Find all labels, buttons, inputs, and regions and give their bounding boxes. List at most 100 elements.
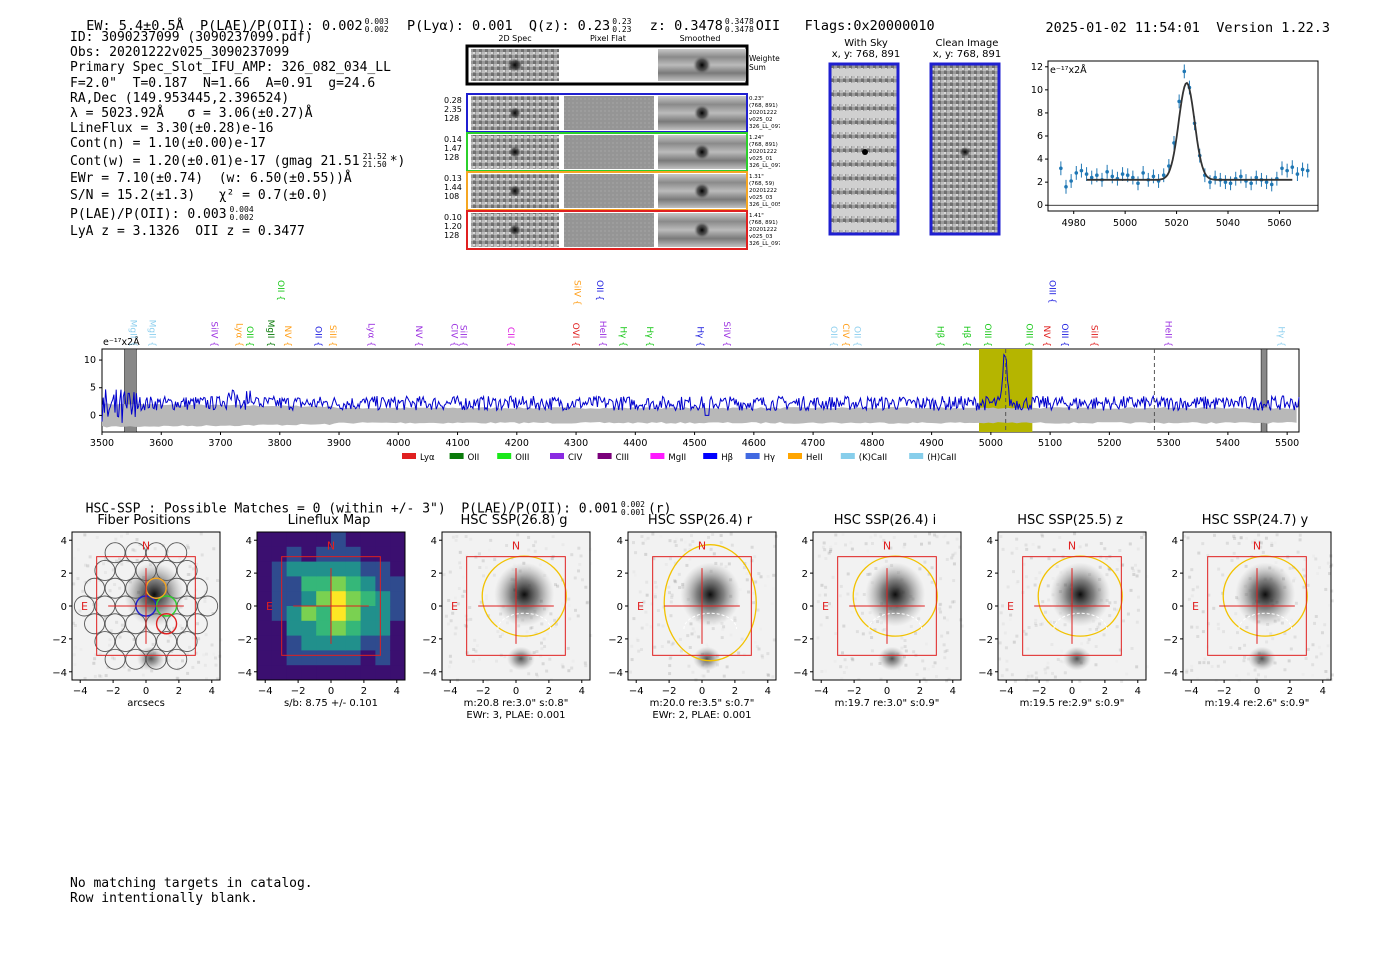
hsc-noise-pixel [927, 541, 931, 545]
hsc-noise-pixel [1229, 646, 1233, 650]
hsc-noise-pixel [725, 665, 729, 669]
flux-map-cell [286, 606, 302, 622]
hsc-noise-pixel [654, 585, 658, 589]
hsc-panel-svg: N E −4 −2 0 2 4 m:19.5 re:2.9" s:0.9" [997, 531, 1147, 709]
hsc-noise-pixel [711, 533, 715, 537]
hsc-noise-pixel [570, 553, 574, 557]
spectrum-line-label: CIV { [840, 323, 850, 347]
hsc-noise-pixel [1313, 621, 1317, 625]
hsc-noise-pixel [729, 633, 732, 636]
hsc-noise-pixel [942, 616, 946, 620]
hsc-noise-pixel [834, 660, 837, 663]
flux-map-cell [316, 546, 332, 563]
hsc-yaxis: 4 2 0 −2 −4 [1163, 536, 1183, 679]
hsc-noise-pixel [876, 620, 880, 624]
with-sky-coords: x, y: 768, 891 [831, 49, 901, 60]
spectrum-line-label: NV { [1041, 326, 1051, 347]
hsc-noise-pixel [824, 670, 827, 673]
linefit-data-point [1110, 174, 1115, 179]
flux-map-cell [271, 665, 288, 681]
linefit-xtick-label: 5060 [1267, 218, 1291, 229]
hsc-noise-pixel [636, 637, 639, 640]
hsc-panel-title: HSC SSP(26.4) i [833, 513, 937, 528]
hsc-noise-pixel [938, 607, 942, 611]
legend-swatch [745, 453, 760, 459]
hsc-noise-pixel [1186, 536, 1190, 540]
target-box [837, 556, 937, 656]
fiber-circle [176, 631, 198, 652]
hsc-noise-pixel [1122, 619, 1126, 623]
hsc-noise-pixel [584, 585, 588, 589]
hsc-noise-pixel [772, 587, 775, 590]
weighted-source [507, 58, 523, 72]
hsc-noise-pixel [561, 602, 564, 605]
hsc-noise-pixel [753, 555, 757, 559]
hsc-noise-pixel [903, 542, 907, 546]
hsc-noise-pixel [153, 547, 157, 551]
hsc-xtick-label: 0 [143, 686, 149, 697]
hsc-noise-pixel [922, 677, 926, 681]
hsc-noise-pixel [1040, 622, 1044, 626]
hsc-noise-pixel [478, 566, 482, 570]
hsc-noise-pixel [1211, 665, 1214, 668]
hsc-xtick-label: 0 [884, 686, 890, 697]
hsc-noise-pixel [1294, 601, 1298, 605]
spectrum-line-label: Hγ { [1275, 326, 1285, 347]
hsc-noise-pixel [752, 601, 756, 605]
hsc-noise-pixel [567, 669, 571, 673]
flux-map-cell [331, 576, 347, 592]
hsc-noise-pixel [1050, 643, 1054, 647]
hsc-noise-pixel [194, 651, 198, 655]
hsc-noise-pixel [1314, 557, 1318, 561]
hsc-noise-pixel [1207, 593, 1211, 597]
compass-east: E [451, 600, 458, 613]
hsc-noise-pixel [834, 632, 837, 635]
hsc-caption: m:19.5 re:2.9" s:0.9" [1020, 698, 1125, 709]
hsc-noise-pixel [114, 537, 118, 541]
hsc-noise-pixel [1132, 569, 1136, 573]
col-header-2dspec: 2D Spec [498, 34, 531, 43]
hsc-noise-pixel [203, 599, 207, 603]
hsc-noise-pixel [532, 544, 536, 548]
hsc-noise-pixel [644, 610, 648, 614]
hsc-noise-pixel [712, 552, 716, 556]
hsc-noise-pixel [568, 604, 571, 607]
flux-map-cell [286, 635, 302, 651]
detail-line: RA,Dec (149.953445,2.396524) [70, 90, 290, 106]
hsc-noise-pixel [165, 624, 169, 628]
cutout-smoothed-source [694, 183, 710, 199]
hsc-noise-pixel [127, 668, 131, 672]
hsc-noise-pixel [760, 654, 764, 658]
hsc-noise-pixel [1098, 565, 1102, 569]
hsc-companion-source [692, 646, 721, 671]
hsc-noise-pixel [118, 635, 122, 639]
hsc-noise-pixel [1105, 573, 1109, 577]
target-box [281, 556, 381, 656]
hsc-noise-pixel [688, 558, 691, 561]
hsc-noise-pixel [579, 554, 583, 558]
hsc-noise-pixel [529, 626, 533, 630]
hsc-noise-pixel [1235, 631, 1239, 635]
hsc-noise-pixel [1113, 600, 1117, 604]
hsc-noise-pixel [843, 658, 847, 662]
flux-map-cell [360, 606, 376, 622]
hsc-noise-pixel [1326, 677, 1330, 681]
hsc-noise-pixel [83, 533, 87, 537]
linefit-xtick-label: 5000 [1113, 218, 1137, 229]
hsc-noise-pixel [534, 672, 538, 676]
hsc-noise-pixel [175, 676, 179, 680]
hsc-noise-pixel [584, 664, 588, 668]
hsc-noise-pixel [145, 547, 149, 551]
compass-east: E [1192, 600, 1199, 613]
hsc-noise-pixel [943, 656, 947, 660]
hsc-panel-title: HSC SSP(24.7) y [1201, 513, 1309, 528]
hsc-noise-pixel [851, 658, 855, 662]
hsc-noise-pixel [1038, 571, 1041, 574]
hsc-noise-pixel [170, 649, 174, 653]
cutout-left-value: 128 [444, 114, 459, 123]
hsc-noise-pixel [1202, 661, 1206, 665]
hsc-noise-pixel [447, 598, 451, 602]
hsc-noise-pixel [754, 641, 757, 644]
hsc-xtick-label: 4 [209, 686, 215, 697]
hsc-noise-pixel [1135, 620, 1139, 624]
